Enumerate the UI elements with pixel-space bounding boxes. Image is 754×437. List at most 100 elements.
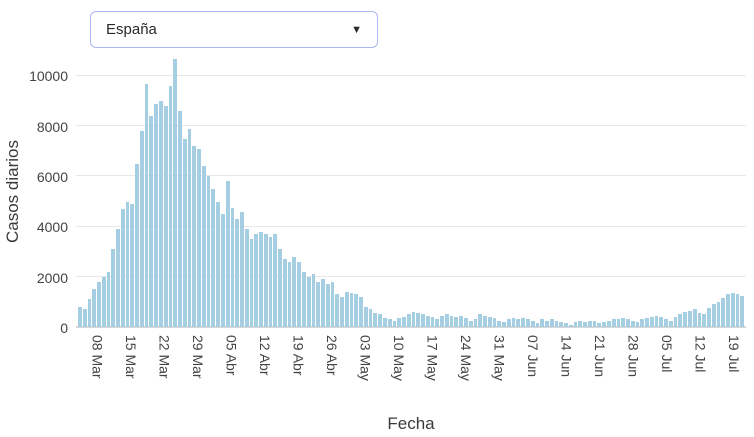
- bar: [273, 234, 278, 327]
- x-tick-label: 12 Jul: [692, 335, 709, 373]
- bar: [559, 321, 564, 327]
- x-tick-label: 17 May: [424, 335, 441, 381]
- bar: [721, 298, 726, 327]
- bar: [587, 320, 592, 327]
- bar: [497, 320, 502, 327]
- bar: [606, 320, 611, 327]
- x-tick-label: 31 May: [491, 335, 508, 381]
- bar: [425, 315, 430, 327]
- bar: [654, 315, 659, 327]
- bar: [597, 323, 602, 327]
- bar: [568, 324, 573, 327]
- bar: [464, 318, 468, 327]
- bar: [287, 261, 292, 327]
- bar: [220, 214, 225, 327]
- x-tick-label: 03 May: [357, 335, 374, 381]
- dropdown-caret-icon: ▼: [351, 23, 362, 36]
- bar: [506, 319, 511, 327]
- y-axis-title: Casos diarios: [3, 140, 22, 244]
- bar: [373, 313, 378, 327]
- bar: [168, 86, 173, 327]
- bar: [192, 146, 197, 327]
- bar: [325, 284, 330, 327]
- bar: [540, 319, 545, 327]
- bar: [259, 231, 263, 327]
- y-tick-label: 10000: [29, 68, 68, 85]
- bar: [659, 316, 664, 327]
- y-tick-label: 8000: [36, 118, 68, 135]
- bar: [82, 309, 87, 327]
- gridline: [76, 326, 746, 327]
- x-tick-label: 14 Jun: [558, 335, 575, 378]
- bar: [649, 316, 654, 327]
- bar: [640, 319, 645, 327]
- bar: [349, 293, 354, 327]
- gridline: [76, 225, 746, 227]
- bar: [321, 279, 325, 327]
- bar: [120, 209, 125, 327]
- bar: [111, 249, 116, 327]
- x-tick-label: 21 Jun: [592, 335, 609, 378]
- bar: [602, 321, 606, 327]
- plot-area: [76, 56, 746, 328]
- bar: [416, 313, 421, 327]
- bar: [511, 318, 516, 327]
- bar: [673, 316, 678, 327]
- x-tick-label: 15 Mar: [123, 335, 140, 379]
- bar: [645, 318, 649, 327]
- bar: [201, 166, 206, 327]
- bar: [449, 315, 454, 327]
- bar: [616, 319, 621, 327]
- x-tick-label: 10 May: [391, 335, 408, 381]
- x-tick-label: 07 Jun: [525, 335, 542, 378]
- y-tick-label: 0: [60, 320, 68, 336]
- x-tick-label: 05 Abr: [223, 335, 240, 376]
- bar: [282, 259, 287, 327]
- bar: [578, 320, 583, 327]
- y-tick-label: 6000: [36, 168, 68, 185]
- bar: [101, 276, 106, 327]
- bar: [516, 319, 521, 327]
- bar: [278, 249, 282, 327]
- bar-series: [76, 56, 746, 327]
- x-tick-label: 19 Jul: [726, 335, 743, 373]
- bar: [402, 316, 406, 327]
- bar: [554, 320, 559, 327]
- bar: [249, 239, 254, 327]
- y-tick-label: 4000: [36, 219, 68, 236]
- gridline: [76, 275, 746, 277]
- bar: [564, 323, 568, 327]
- bar: [545, 320, 549, 327]
- x-tick-label: 12 Abr: [257, 335, 274, 376]
- bar: [683, 311, 687, 327]
- bar: [406, 314, 411, 327]
- bar: [240, 211, 244, 327]
- bar: [668, 320, 673, 327]
- bar: [178, 111, 182, 327]
- bar: [478, 314, 483, 327]
- bar: [335, 294, 340, 327]
- bar: [626, 319, 630, 327]
- bar: [383, 318, 387, 327]
- bar: [549, 319, 554, 327]
- bar: [301, 271, 306, 327]
- bar: [173, 58, 178, 327]
- bar: [454, 316, 459, 327]
- bar: [378, 314, 382, 327]
- bar: [268, 236, 273, 327]
- bar: [726, 294, 730, 327]
- x-tick-label: 22 Mar: [156, 335, 173, 379]
- x-tick-label: 05 Jul: [659, 335, 676, 373]
- bar: [421, 314, 425, 327]
- bar: [163, 106, 168, 327]
- bar: [116, 229, 120, 327]
- chart: Casos diarios 0 2000 4000 6000 8000 10000 08 …: [0, 56, 754, 437]
- bar: [483, 315, 487, 327]
- gridline: [76, 125, 746, 127]
- x-tick-label: 24 May: [458, 335, 475, 381]
- country-dropdown[interactable]: España ▼: [90, 11, 378, 48]
- bar: [197, 148, 201, 327]
- bar: [244, 229, 249, 327]
- bar: [144, 83, 149, 327]
- bar: [387, 319, 392, 327]
